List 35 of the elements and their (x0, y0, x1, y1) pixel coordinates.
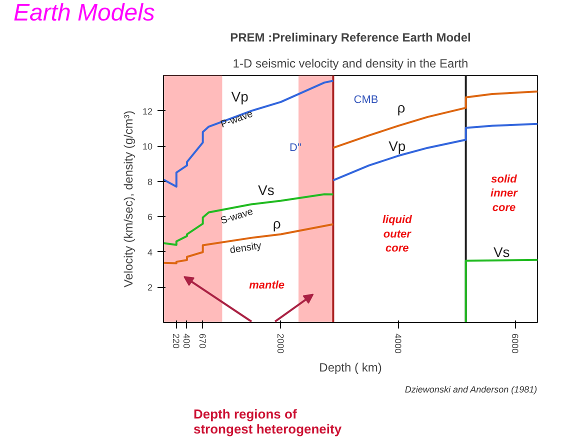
annotation: mantle (249, 279, 285, 292)
annotation: CMB (354, 94, 378, 106)
line-series (164, 223, 334, 264)
annotation: P-wave (219, 108, 255, 130)
y-tick-label: 4 (147, 247, 153, 258)
y-tick-label: 10 (142, 142, 153, 152)
annotation: S-wave (219, 206, 255, 227)
x-axis-title: Depth ( km) (319, 360, 382, 375)
annotation: Vp (231, 88, 249, 105)
y-tick-label: 12 (142, 106, 153, 116)
line-series (332, 122, 538, 182)
annotation: Vs (493, 244, 510, 260)
chart-title: PREM :Preliminary Reference Earth Model (230, 30, 471, 44)
y-axis-title: Velocity (km/sec), density (g/cm³) (121, 110, 136, 288)
x-tick-label: 2000 (275, 334, 286, 354)
y-tick-label: 2 (147, 282, 153, 293)
y-tick-label: 8 (147, 176, 153, 187)
annotation: ρ (397, 99, 406, 116)
chart-subtitle: 1-D seismic velocity and density in the Earth (232, 56, 468, 70)
annotation: Vs (258, 182, 274, 198)
annotation: solid inner core (490, 173, 518, 214)
annotation: density (229, 240, 262, 256)
annotation: ρ (272, 216, 281, 232)
annotation: D'' (290, 142, 302, 154)
text: Depth regions of strongest heterogeneity (194, 406, 342, 436)
x-tick-label: 6000 (510, 334, 520, 354)
x-tick-label: 220 (170, 334, 181, 349)
y-tick-label: 6 (147, 212, 153, 222)
text: Dziewonski and Anderson (1981) (404, 384, 538, 394)
x-tick-label: 400 (181, 334, 192, 349)
text: Earth Models (14, 0, 155, 26)
x-tick-label: 4000 (392, 334, 403, 354)
annotation: Vp (388, 138, 406, 154)
annotation: liquid outer core (382, 214, 412, 255)
x-tick-label: 670 (197, 334, 208, 349)
